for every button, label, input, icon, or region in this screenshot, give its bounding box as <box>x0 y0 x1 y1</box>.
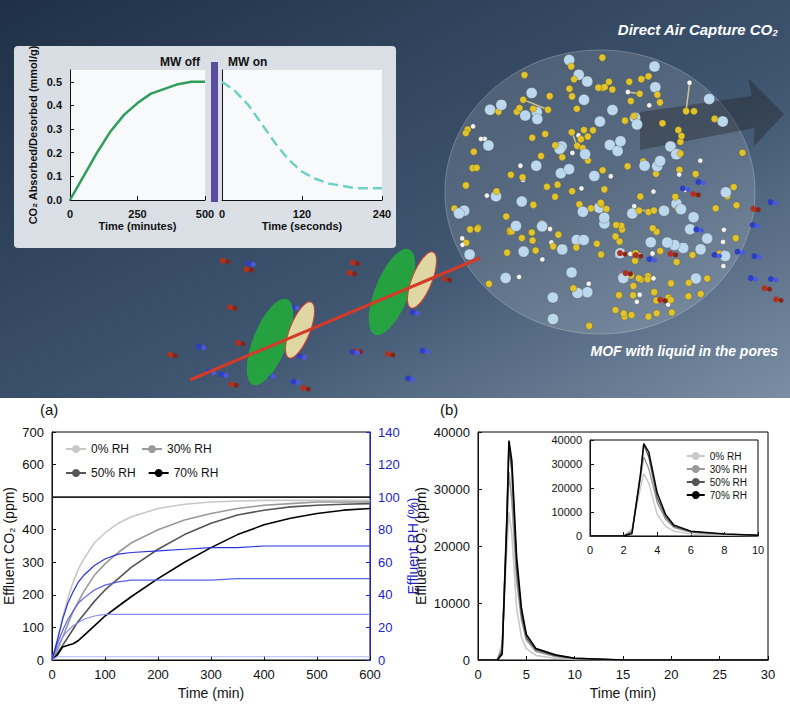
svg-text:200: 200 <box>147 667 169 682</box>
svg-text:500: 500 <box>306 667 328 682</box>
svg-text:4: 4 <box>654 544 660 556</box>
svg-text:500: 500 <box>196 208 214 220</box>
svg-text:(b): (b) <box>440 401 458 418</box>
svg-text:0.5: 0.5 <box>47 76 62 88</box>
svg-text:0: 0 <box>587 544 593 556</box>
svg-text:0: 0 <box>474 667 481 682</box>
svg-text:200: 200 <box>22 587 44 602</box>
svg-text:40000: 40000 <box>434 425 470 440</box>
svg-text:5: 5 <box>523 667 530 682</box>
svg-text:50% RH: 50% RH <box>710 477 747 488</box>
svg-text:0: 0 <box>463 653 470 668</box>
svg-text:100: 100 <box>378 490 400 505</box>
svg-text:80: 80 <box>378 522 392 537</box>
svg-text:600: 600 <box>22 457 44 472</box>
svg-text:25: 25 <box>712 667 726 682</box>
svg-text:70% RH: 70% RH <box>710 490 747 501</box>
svg-text:100: 100 <box>94 667 116 682</box>
svg-text:500: 500 <box>22 490 44 505</box>
svg-text:0: 0 <box>37 653 44 668</box>
svg-text:Time (min): Time (min) <box>590 685 656 701</box>
svg-text:MOF with liquid in the pores: MOF with liquid in the pores <box>591 343 779 359</box>
svg-text:Time (min): Time (min) <box>178 685 244 701</box>
svg-text:10: 10 <box>567 667 581 682</box>
svg-text:2: 2 <box>621 544 627 556</box>
svg-text:30% RH: 30% RH <box>167 442 212 456</box>
svg-text:60: 60 <box>378 555 392 570</box>
svg-text:Time (seconds): Time (seconds) <box>262 220 343 232</box>
svg-text:15: 15 <box>616 667 630 682</box>
svg-text:70% RH: 70% RH <box>174 466 219 480</box>
svg-text:0% RH: 0% RH <box>710 451 742 462</box>
svg-text:MW on: MW on <box>228 55 267 69</box>
svg-text:40: 40 <box>378 587 392 602</box>
svg-text:0.1: 0.1 <box>47 170 62 182</box>
svg-text:0.2: 0.2 <box>47 147 62 159</box>
svg-text:600: 600 <box>359 667 381 682</box>
svg-text:50% RH: 50% RH <box>91 466 136 480</box>
svg-text:20: 20 <box>664 667 678 682</box>
svg-text:8: 8 <box>721 544 727 556</box>
svg-text:300: 300 <box>200 667 222 682</box>
svg-text:0.0: 0.0 <box>47 194 62 206</box>
svg-text:(a): (a) <box>40 401 58 418</box>
svg-text:20000: 20000 <box>551 482 582 494</box>
svg-text:400: 400 <box>253 667 275 682</box>
svg-text:20000: 20000 <box>434 539 470 554</box>
svg-text:240: 240 <box>373 208 391 220</box>
svg-text:0% RH: 0% RH <box>91 442 129 456</box>
svg-text:10000: 10000 <box>434 596 470 611</box>
svg-text:40000: 40000 <box>551 434 582 446</box>
svg-text:0: 0 <box>219 208 225 220</box>
svg-text:30000: 30000 <box>434 482 470 497</box>
svg-text:Time (minutes): Time (minutes) <box>98 220 176 232</box>
svg-text:0.3: 0.3 <box>47 123 62 135</box>
svg-text:20: 20 <box>378 620 392 635</box>
svg-text:30000: 30000 <box>551 458 582 470</box>
svg-text:0.4: 0.4 <box>47 99 63 111</box>
svg-text:300: 300 <box>22 555 44 570</box>
svg-text:10: 10 <box>752 544 764 556</box>
svg-text:CO₂ Absorbed/Desorbed (mmol/g): CO₂ Absorbed/Desorbed (mmol/g) <box>27 45 39 224</box>
svg-text:30% RH: 30% RH <box>710 464 747 475</box>
svg-text:700: 700 <box>22 425 44 440</box>
svg-text:10000: 10000 <box>551 506 582 518</box>
svg-text:30: 30 <box>761 667 775 682</box>
svg-text:Effluent CO₂ (ppm): Effluent CO₂ (ppm) <box>413 487 429 605</box>
svg-text:120: 120 <box>378 457 400 472</box>
svg-text:6: 6 <box>688 544 694 556</box>
svg-text:140: 140 <box>378 425 400 440</box>
svg-text:250: 250 <box>128 208 146 220</box>
svg-text:0: 0 <box>48 667 55 682</box>
svg-text:120: 120 <box>293 208 311 220</box>
svg-text:MW off: MW off <box>160 55 201 69</box>
svg-text:0: 0 <box>576 530 582 542</box>
svg-text:Effluent CO₂ (ppm): Effluent CO₂ (ppm) <box>1 487 17 605</box>
svg-text:0: 0 <box>67 208 73 220</box>
svg-text:100: 100 <box>22 620 44 635</box>
svg-text:Direct Air Capture CO₂: Direct Air Capture CO₂ <box>618 21 778 38</box>
svg-text:0: 0 <box>378 653 385 668</box>
svg-text:400: 400 <box>22 522 44 537</box>
